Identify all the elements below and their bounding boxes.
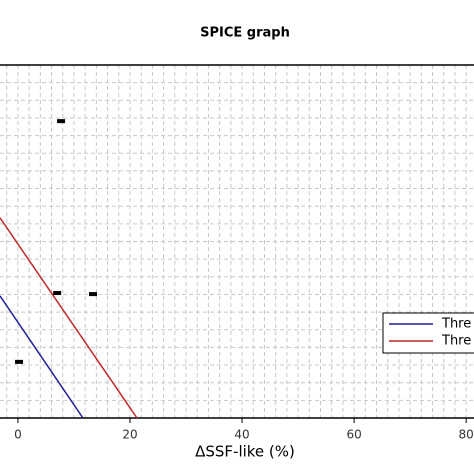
chart-title: SPICE graph: [200, 26, 290, 41]
series-line: [0, 295, 84, 419]
x-tick-label: 20: [122, 428, 137, 442]
series-line: [0, 217, 138, 419]
marker: [57, 119, 66, 124]
marker: [53, 291, 62, 296]
legend-box: [382, 312, 474, 354]
x-tick-label: 0: [14, 428, 22, 442]
x-tick-label: 40: [234, 428, 249, 442]
legend-label: Thre: [441, 334, 471, 349]
plot-frame: [0, 64, 474, 419]
legend-label: Thre: [441, 317, 471, 332]
x-axis-title: ΔSSF-like (%): [195, 443, 295, 461]
x-tick-label: 80: [459, 428, 474, 442]
x-tick-label: 60: [346, 428, 361, 442]
marker: [15, 359, 24, 364]
marker: [89, 292, 98, 297]
